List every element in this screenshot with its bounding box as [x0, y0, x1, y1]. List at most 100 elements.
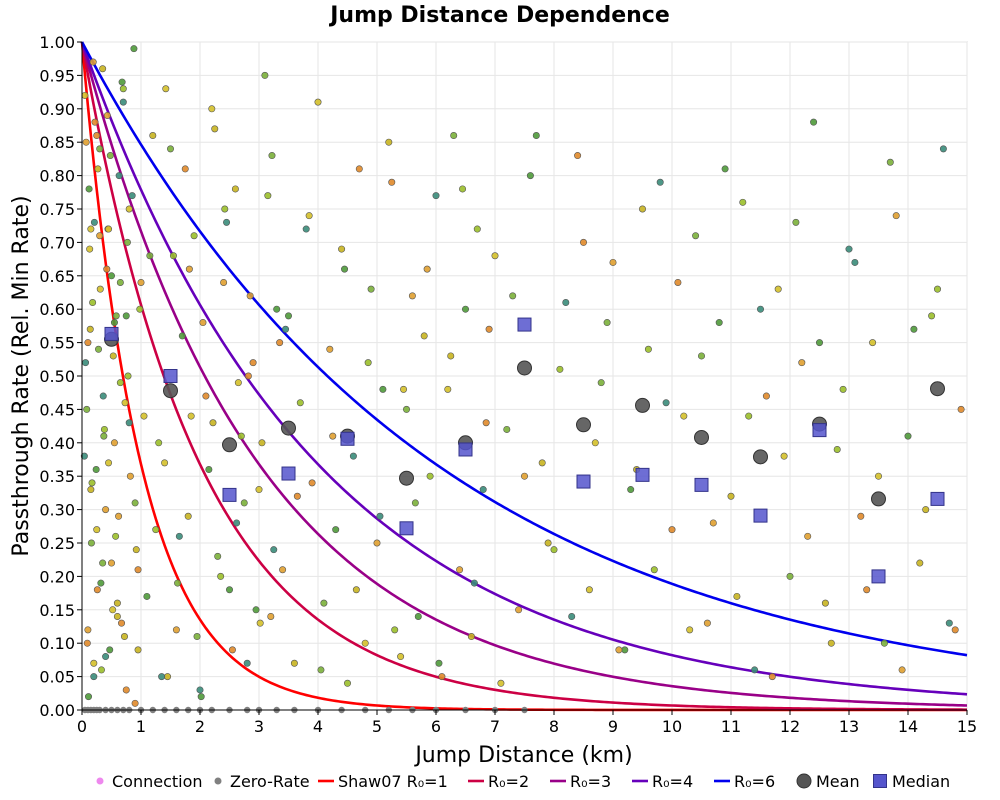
connection-point [87, 486, 95, 494]
connection-point [116, 278, 124, 286]
connection-point [140, 412, 148, 420]
y-tick-label: 0.30 [39, 501, 75, 520]
connection-point [355, 165, 363, 173]
connection-point [585, 586, 593, 594]
connection-point [80, 452, 88, 460]
connection-point [155, 439, 163, 447]
connection-point [113, 612, 121, 620]
curve-r0-2 [80, 41, 968, 711]
connection-point [343, 679, 351, 687]
connection-point [526, 172, 534, 180]
legend-label: Connection [112, 772, 203, 791]
connection-point [146, 252, 154, 260]
connection-point [456, 566, 464, 574]
connection-point [756, 305, 764, 313]
connection-point [880, 639, 888, 647]
connection-point [892, 212, 900, 220]
connection-point [786, 572, 794, 580]
scatter-points [80, 45, 965, 714]
connection-point [408, 292, 416, 300]
axes: 0 1 2 3 4 5 6 7 8 9 10 11 12 13 14 150.000.050.100.150.… [39, 33, 977, 736]
connection-point [226, 586, 234, 594]
connection-point [762, 392, 770, 400]
connection-point [94, 165, 102, 173]
connection-point [258, 439, 266, 447]
legend-swatch-median [873, 774, 887, 788]
connection-point [916, 559, 924, 567]
connection-point [96, 145, 104, 153]
connection-point [88, 479, 96, 487]
connection-point [650, 566, 658, 574]
connection-point [97, 666, 105, 674]
connection-point [95, 345, 103, 353]
connection-point [181, 165, 189, 173]
connection-point [721, 165, 729, 173]
connection-point [158, 673, 166, 681]
connection-point [228, 646, 236, 654]
connection-point [123, 238, 131, 246]
connection-point [89, 58, 97, 66]
connection-point [432, 192, 440, 200]
connection-point [205, 466, 213, 474]
connection-point [126, 472, 134, 480]
legend-label: R₀=6 [734, 772, 775, 791]
connection-point [727, 492, 735, 500]
connection-point [93, 526, 101, 534]
connection-point [863, 586, 871, 594]
connection-point [85, 185, 93, 193]
connection-point [164, 673, 172, 681]
connection-point [447, 352, 455, 360]
connection-point [184, 512, 192, 520]
legend-swatch-mean [796, 773, 812, 789]
connection-point [373, 539, 381, 547]
connection-point [293, 492, 301, 500]
connection-point [97, 579, 105, 587]
connection-point [296, 399, 304, 407]
connection-point [279, 566, 287, 574]
connection-point [402, 405, 410, 413]
connection-point [739, 198, 747, 206]
mean-marker [635, 397, 650, 413]
legend-label: R₀=2 [488, 772, 529, 791]
connection-point [100, 432, 108, 440]
connection-point [768, 673, 776, 681]
connection-point [532, 132, 540, 140]
connection-point [276, 339, 284, 347]
connection-point [81, 91, 89, 99]
connection-point [703, 619, 711, 627]
connection-point [124, 372, 132, 380]
median-marker [871, 569, 886, 584]
connection-point [815, 339, 823, 347]
connection-point [869, 339, 877, 347]
connection-point [103, 265, 111, 273]
connection-point [102, 653, 110, 661]
connection-point [284, 312, 292, 320]
y-tick-label: 0.20 [39, 567, 75, 586]
connection-point [904, 432, 912, 440]
legend-item: R₀=3 [550, 772, 611, 791]
x-tick-label: 11 [721, 717, 741, 736]
x-tick-label: 12 [780, 717, 800, 736]
connection-point [597, 379, 605, 387]
connection-point [538, 459, 546, 467]
x-tick-label: 2 [195, 717, 205, 736]
x-tick-label: 14 [898, 717, 918, 736]
connection-point [332, 526, 340, 534]
connection-point [90, 659, 98, 667]
connection-point [426, 472, 434, 480]
legend-label: R₀=3 [570, 772, 611, 791]
y-tick-label: 1.00 [39, 33, 75, 52]
connection-point [609, 258, 617, 266]
connection-point [780, 452, 788, 460]
connection-point [379, 385, 387, 393]
connection-point [89, 299, 97, 307]
connection-point [467, 633, 475, 641]
connection-point [90, 218, 98, 226]
connection-point [810, 118, 818, 126]
connection-point [520, 472, 528, 480]
legend-swatch-connection [96, 777, 104, 785]
legend-swatch-zero-rate [214, 777, 222, 785]
connection-point [874, 472, 882, 480]
connection-point [185, 265, 193, 273]
